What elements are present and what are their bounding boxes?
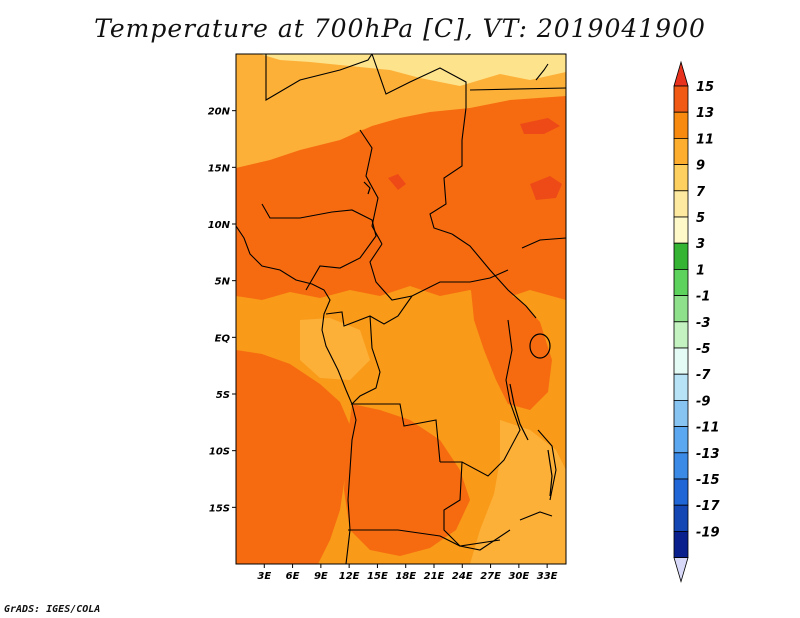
legend-label: -3 (696, 316, 710, 331)
legend-swatch (673, 399, 689, 427)
legend-label: 15 (696, 80, 714, 95)
legend-top-arrow (673, 60, 689, 87)
legend-swatch (673, 190, 689, 218)
legend-swatch (673, 531, 689, 559)
border-drc-east (440, 319, 521, 477)
field-hot-spot-2 (520, 118, 560, 134)
field-deep-north (236, 96, 566, 300)
x-tick-label: 18E (395, 571, 416, 582)
temperature-field (236, 54, 566, 564)
border-angola-namibia (348, 529, 501, 547)
x-tick-label: 24E (452, 571, 473, 582)
y-tick-label: 20N (208, 107, 231, 118)
legend-swatch (673, 268, 689, 296)
legend-label: 5 (696, 211, 705, 226)
border-south-sudan (451, 233, 537, 319)
border-libya-chad (371, 54, 467, 108)
legend-label: -13 (696, 447, 720, 462)
x-axis: 3E 6E 9E 12E 15E 18E 21E 24E 27E 30E 33E (257, 564, 558, 582)
legend-swatch (673, 478, 689, 506)
nile-red-sea-coast (535, 63, 549, 81)
borders (236, 54, 566, 564)
lakes (363, 181, 553, 497)
legend-label: 11 (696, 132, 714, 147)
y-tick-label: 5S (216, 390, 230, 401)
border-drc-west (350, 315, 441, 463)
legend-label: 7 (696, 185, 706, 200)
field-light-southeast (470, 420, 566, 564)
field-pale-top (260, 54, 566, 86)
grads-credit: GrADS: IGES/COLA (4, 604, 101, 615)
lake-victoria (529, 333, 551, 359)
border-niger-chad (359, 129, 383, 245)
y-tick-label: 5N (215, 277, 231, 288)
x-tick-label: 15E (367, 571, 388, 582)
legend-label: -7 (696, 368, 711, 383)
legend-label: 3 (696, 237, 705, 252)
legend-swatch (673, 111, 689, 139)
lake-malawi (547, 449, 553, 497)
legend-label: -1 (696, 290, 710, 305)
border-algeria-mali (265, 54, 373, 101)
border-sudan-chad (429, 107, 467, 235)
legend-swatch (673, 242, 689, 270)
legend-swatch (673, 295, 689, 323)
y-tick-label: 10N (208, 220, 231, 231)
legend-swatch (673, 164, 689, 192)
x-tick-label: 33E (537, 571, 558, 582)
border-mozambique (519, 511, 553, 521)
legend-swatch (673, 347, 689, 375)
legend-bottom-arrow (673, 557, 689, 584)
map-frame (235, 53, 567, 565)
y-tick-label: 15S (209, 503, 230, 514)
legend-swatch (673, 426, 689, 454)
legend-swatch (673, 85, 689, 113)
border-zambia (443, 461, 511, 551)
color-legend: 15 13 11 9 7 5 3 1 -1 -3 -5 -7 -9 -11 -13 -15 -17 -19 (673, 60, 720, 584)
legend-label: -5 (696, 342, 710, 357)
x-tick-label: 12E (339, 571, 360, 582)
legend-label: -17 (696, 499, 720, 514)
field-light-central (300, 318, 370, 380)
field-hot-spot-1 (530, 176, 562, 200)
y-tick-label: 15N (208, 163, 231, 174)
legend-label: 9 (696, 159, 705, 174)
legend-label: -15 (696, 473, 720, 488)
map-title: Temperature at 700hPa [C], VT: 201904190… (94, 14, 706, 43)
border-tanzania (537, 429, 557, 501)
legend-swatch (673, 452, 689, 480)
legend-swatch (673, 321, 689, 349)
coastline-west (236, 225, 357, 564)
legend-label: 1 (696, 263, 705, 278)
legend-swatch (673, 216, 689, 244)
x-tick-label: 30E (508, 571, 529, 582)
border-nigeria (261, 203, 377, 291)
legend-label: -9 (696, 394, 710, 409)
legend-swatch (673, 504, 689, 532)
legend-swatch (673, 137, 689, 165)
y-tick-label: EQ (215, 333, 231, 344)
x-tick-label: 9E (314, 571, 328, 582)
x-tick-label: 3E (257, 571, 271, 582)
legend-label: -11 (696, 421, 720, 436)
legend-swatch (673, 373, 689, 401)
lake-tanganyika (509, 383, 529, 441)
field-deep-west (236, 350, 352, 564)
border-ethiopia (521, 237, 566, 249)
field-hot-spot-3 (388, 174, 406, 190)
legend-label: 13 (696, 106, 714, 121)
lake-chad (363, 181, 371, 195)
x-tick-label: 27E (480, 571, 501, 582)
border-east-africa (469, 87, 566, 91)
x-tick-label: 6E (286, 571, 300, 582)
y-tick-label: 10S (209, 447, 230, 458)
legend-label: -19 (696, 525, 720, 540)
x-tick-label: 21E (424, 571, 445, 582)
y-axis: 20N 15N 10N 5N EQ 5S 10S 15S (208, 107, 236, 514)
